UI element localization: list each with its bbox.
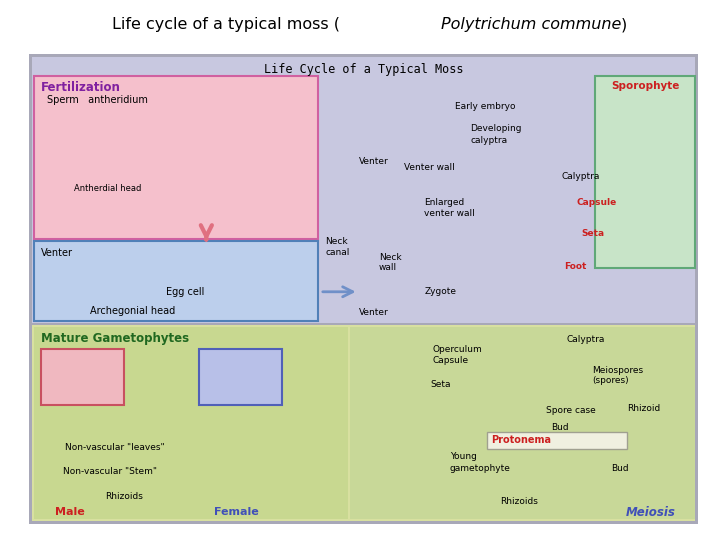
Text: Venter: Venter: [359, 157, 388, 166]
Text: ): ): [621, 17, 627, 32]
Text: Male: Male: [55, 507, 84, 517]
Bar: [32, 57, 696, 323]
Bar: [487, 432, 627, 449]
Text: Fertilization: Fertilization: [41, 81, 121, 94]
Bar: [34, 76, 318, 239]
Text: Mature Gametophytes: Mature Gametophytes: [41, 332, 189, 345]
Bar: [351, 327, 696, 519]
Text: Young: Young: [450, 452, 477, 461]
Text: venter wall: venter wall: [425, 208, 475, 218]
Text: Enlarged: Enlarged: [425, 198, 464, 207]
Text: Venter: Venter: [359, 308, 388, 318]
Text: Venter wall: Venter wall: [404, 163, 455, 172]
Text: Sperm   antheridium: Sperm antheridium: [47, 95, 148, 105]
Text: Meiosis: Meiosis: [626, 506, 676, 519]
Text: Life cycle of a typical moss (: Life cycle of a typical moss (: [112, 17, 340, 32]
Text: Non-vascular "Stem": Non-vascular "Stem": [63, 467, 157, 476]
Text: Female: Female: [215, 507, 259, 517]
Text: (spores): (spores): [592, 376, 629, 386]
Text: Rhizoid: Rhizoid: [627, 404, 661, 413]
Text: Calyptra: Calyptra: [567, 335, 605, 344]
Text: Calyptra: Calyptra: [562, 172, 600, 181]
Text: Developing: Developing: [470, 124, 521, 133]
Text: Zygote: Zygote: [425, 287, 456, 296]
Bar: [32, 325, 696, 521]
Text: Foot: Foot: [564, 262, 587, 271]
Text: Seta: Seta: [431, 380, 451, 389]
Bar: [34, 241, 318, 321]
Text: Early embryo: Early embryo: [455, 102, 516, 111]
Text: Protonema: Protonema: [492, 435, 552, 445]
Text: wall: wall: [379, 264, 397, 272]
Bar: [199, 349, 282, 405]
Text: Neck: Neck: [379, 253, 402, 262]
Text: Venter: Venter: [41, 248, 73, 259]
Text: Bud: Bud: [552, 423, 569, 433]
Text: Rhizoids: Rhizoids: [500, 497, 539, 506]
Text: Capsule: Capsule: [577, 198, 617, 207]
Text: Egg cell: Egg cell: [166, 287, 204, 297]
Text: Sporophyte: Sporophyte: [611, 80, 680, 91]
Text: gametophyte: gametophyte: [450, 464, 510, 472]
Text: Seta: Seta: [582, 229, 605, 238]
Text: Capsule: Capsule: [433, 356, 469, 365]
Text: calyptra: calyptra: [470, 136, 508, 145]
Bar: [595, 76, 696, 268]
Bar: [41, 349, 124, 405]
Bar: [34, 327, 348, 519]
FancyBboxPatch shape: [26, 51, 701, 526]
Text: canal: canal: [325, 248, 349, 257]
Text: Rhizoids: Rhizoids: [105, 492, 143, 502]
Text: Meiospores: Meiospores: [592, 366, 643, 375]
Text: Neck: Neck: [325, 238, 348, 246]
Text: Archegonial head: Archegonial head: [90, 306, 175, 316]
Text: Bud: Bud: [611, 464, 629, 472]
Text: Life Cycle of a Typical Moss: Life Cycle of a Typical Moss: [264, 63, 464, 76]
Text: Non-vascular "leaves": Non-vascular "leaves": [66, 443, 165, 451]
Text: Operculum: Operculum: [433, 345, 482, 354]
Text: Antherdial head: Antherdial head: [74, 184, 142, 193]
Text: Spore case: Spore case: [546, 406, 596, 415]
Text: Polytrichum commune: Polytrichum commune: [441, 17, 621, 32]
